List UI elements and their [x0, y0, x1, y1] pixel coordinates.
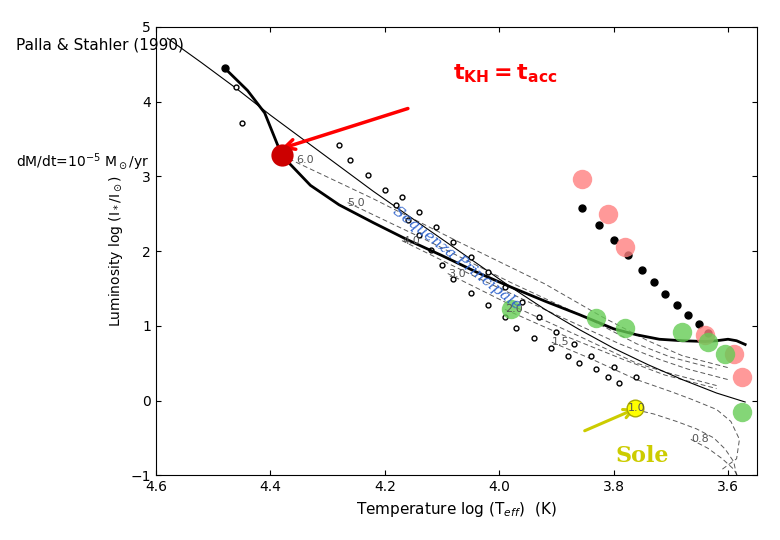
Text: 2.0: 2.0 [505, 305, 523, 314]
Y-axis label: Luminosity log (I$_*$/I$_\odot$): Luminosity log (I$_*$/I$_\odot$) [107, 175, 125, 327]
Text: 5.0: 5.0 [348, 198, 365, 207]
Text: 1.0: 1.0 [628, 403, 646, 413]
Text: 6.0: 6.0 [296, 155, 314, 165]
Text: 4.0: 4.0 [402, 235, 420, 246]
Text: $\mathbf{t_{KH}=t_{acc}}$: $\mathbf{t_{KH}=t_{acc}}$ [452, 63, 557, 85]
Text: Sequenza Principale: Sequenza Principale [389, 204, 523, 313]
Text: Palla & Stahler (1990): Palla & Stahler (1990) [16, 38, 183, 53]
Text: dM/dt=10$^{-5}$ M$_\odot$/yr: dM/dt=10$^{-5}$ M$_\odot$/yr [16, 151, 149, 173]
Text: 3.0: 3.0 [448, 268, 466, 279]
Text: Sole: Sole [615, 446, 669, 467]
Text: 0.8: 0.8 [691, 434, 708, 444]
Text: 1.5: 1.5 [551, 338, 569, 347]
X-axis label: Temperature log (T$_{eff}$)  (K): Temperature log (T$_{eff}$) (K) [356, 500, 557, 518]
